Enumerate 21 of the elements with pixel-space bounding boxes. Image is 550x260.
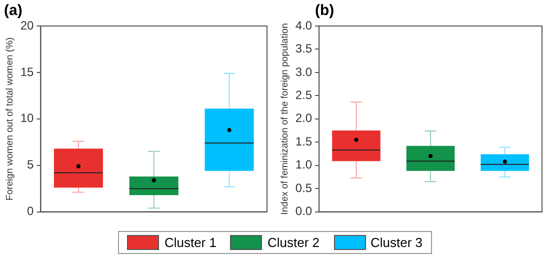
y-tick-label: 2.5: [295, 88, 312, 102]
y-tick-label: 20: [20, 18, 34, 32]
y-tick-label: 3.5: [295, 42, 312, 56]
y-tick-label: 1.0: [295, 158, 312, 172]
y-tick-label: 15: [20, 64, 34, 79]
y-tick-label: 0: [27, 204, 34, 218]
chart-title: (a): [4, 2, 22, 19]
y-tick-label: 2.0: [295, 111, 312, 126]
y-tick-label: 10: [20, 111, 34, 126]
chart-title: (b): [315, 2, 334, 19]
legend-label: Cluster 2: [267, 235, 320, 250]
y-tick-label: 3.0: [295, 64, 312, 79]
y-tick-label: 4.0: [295, 18, 312, 32]
y-tick-label: 5: [27, 158, 34, 172]
y-tick-label: 1.5: [295, 134, 312, 148]
legend-label: Cluster 3: [370, 235, 423, 250]
legend-label: Cluster 1: [164, 235, 216, 250]
y-tick-label: 0.5: [295, 180, 312, 195]
y-axis-title: Index of feminization of the foreign population: [279, 23, 290, 215]
y-axis-title: Foreign women out of total women (%): [4, 37, 16, 200]
y-tick-label: 0.0: [295, 204, 312, 218]
